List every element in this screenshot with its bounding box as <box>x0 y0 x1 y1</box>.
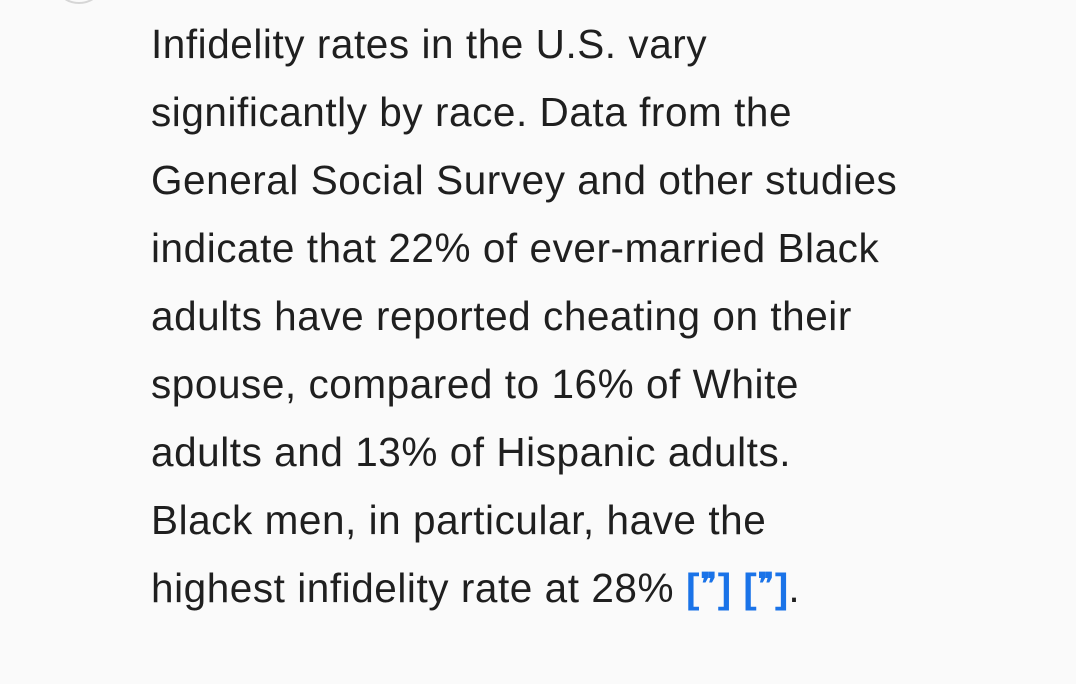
answer-line: Infidelity rates in the U.S. vary <box>151 21 708 67</box>
quote-icon: ❞ <box>700 567 717 602</box>
answer-line: Black men, in particular, have the <box>151 497 767 543</box>
citation-link-2[interactable]: [❞] <box>743 565 788 611</box>
answer-line: adults and 13% of Hispanic adults. <box>151 429 792 475</box>
citation-link-1[interactable]: [❞] <box>686 565 731 611</box>
answer-line: spouse, compared to 16% of White <box>151 361 799 407</box>
citation-open-bracket: [ <box>686 565 700 611</box>
answer-line: highest infidelity rate at 28% <box>151 565 675 611</box>
citation-open-bracket: [ <box>743 565 757 611</box>
answer-line: significantly by race. Data from the <box>151 89 793 135</box>
answer-line: adults have reported cheating on their <box>151 293 852 339</box>
end-punctuation: . <box>788 565 801 611</box>
quote-icon: ❞ <box>757 567 774 602</box>
answer-last-line: highest infidelity rate at 28% [❞] [❞]. <box>151 554 1031 622</box>
avatar <box>52 0 106 4</box>
citation-close-bracket: ] <box>717 565 732 611</box>
citation-close-bracket: ] <box>774 565 789 611</box>
answer-text: Infidelity rates in the U.S. vary signif… <box>151 10 1031 622</box>
answer-line: indicate that 22% of ever-married Black <box>151 225 880 271</box>
answer-line: General Social Survey and other studies <box>151 157 898 203</box>
